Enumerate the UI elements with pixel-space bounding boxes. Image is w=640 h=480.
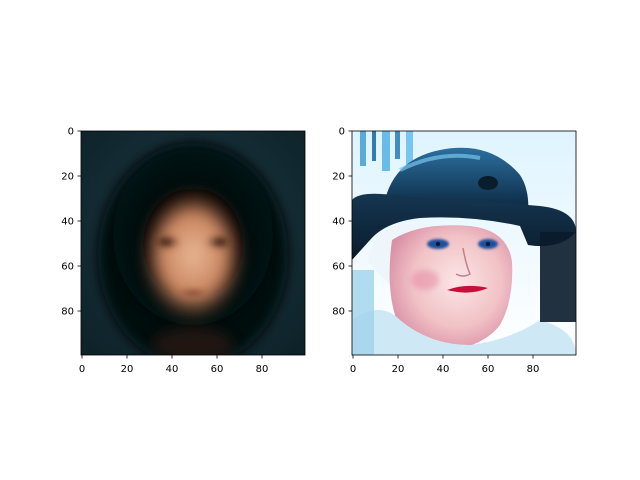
panel-1-y-tick-label: 60 xyxy=(61,262,74,273)
panel-2-y-tick-label: 80 xyxy=(332,307,345,318)
panel-1-x-tick-label: 40 xyxy=(166,364,179,375)
panel-2-frame xyxy=(351,130,577,356)
panel-2-x-tick-label: 80 xyxy=(527,364,540,375)
panel-1-x-tick-label: 20 xyxy=(121,364,134,375)
panel-1: 0 20 40 60 80 0 20 40 60 80 xyxy=(61,127,306,375)
panel-1-y-axis: 0 20 40 60 80 xyxy=(61,127,81,318)
panel-2-y-axis: 0 20 40 60 80 xyxy=(332,127,352,318)
panel-2-image xyxy=(352,131,576,355)
panel-1-x-tick-label: 80 xyxy=(256,364,269,375)
panel-2: 0 20 40 60 80 0 20 40 60 80 xyxy=(332,127,577,375)
panel-1-x-axis: 0 20 40 60 80 xyxy=(79,355,269,375)
panel-1-x-tick-label: 60 xyxy=(211,364,224,375)
panel-2-x-tick-label: 20 xyxy=(392,364,405,375)
panel-2-x-tick-label: 0 xyxy=(350,364,356,375)
panel-2-x-axis: 0 20 40 60 80 xyxy=(350,355,540,375)
panel-2-x-tick-label: 40 xyxy=(437,364,450,375)
panel-2-y-tick-label: 0 xyxy=(339,127,345,138)
panel-1-image xyxy=(81,131,305,355)
panel-1-y-tick-label: 20 xyxy=(61,172,74,183)
panel-1-frame xyxy=(80,130,306,356)
panel-2-y-tick-label: 60 xyxy=(332,262,345,273)
panel-1-x-tick-label: 0 xyxy=(79,364,85,375)
panel-2-y-tick-label: 20 xyxy=(332,172,345,183)
panel-2-x-tick-label: 60 xyxy=(482,364,495,375)
panel-1-y-tick-label: 80 xyxy=(61,307,74,318)
panel-1-y-tick-label: 0 xyxy=(68,127,74,138)
panel-1-y-tick-label: 40 xyxy=(61,217,74,228)
panel-2-y-tick-label: 40 xyxy=(332,217,345,228)
